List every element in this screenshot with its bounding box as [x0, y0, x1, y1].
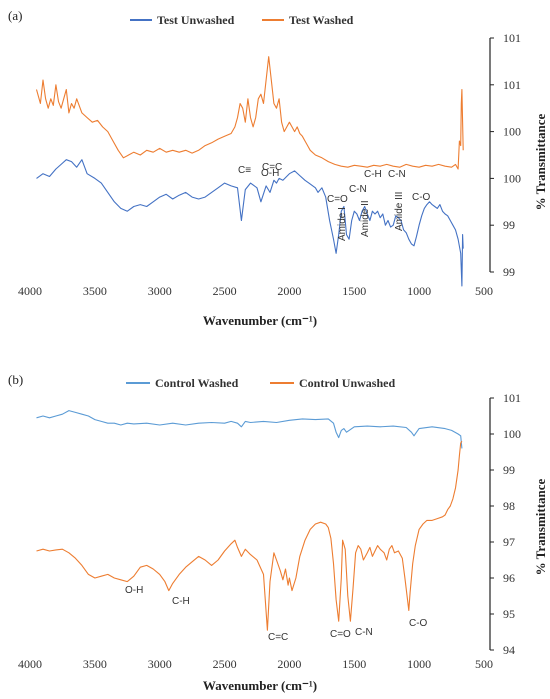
panel-b-y-axis-title: % Transmittance — [533, 478, 548, 575]
panel-a-legend: Test Unwashed Test Washed — [130, 13, 354, 27]
annotation-amide-i: Amide I — [337, 207, 348, 241]
x-tick-label: 1500 — [342, 657, 366, 671]
annotation-o-h: O-H — [261, 168, 279, 179]
y-tick-label: 99 — [503, 463, 515, 477]
legend-label-test-washed: Test Washed — [289, 13, 354, 27]
annotation-b-c-double-c: C=C — [268, 632, 288, 643]
y-tick-label: 101 — [503, 391, 521, 405]
annotation-b-c-n: C-N — [355, 627, 373, 638]
panel-a-annotations: O-H C≡ C=C C=O C-N C-H C-N C-O Amide I A… — [238, 162, 431, 241]
x-tick-label: 2000 — [277, 657, 301, 671]
annotation-c-h: C-H — [364, 169, 382, 180]
x-tick-label: 1000 — [407, 284, 431, 298]
panel-a-ticks: 4000 3500 3000 2500 2000 1500 1000 500 101 101 100… — [18, 31, 521, 298]
y-tick-label: 101 — [503, 31, 521, 45]
panel-a-y-axis-title: % Transmittance — [533, 113, 548, 210]
annotation-c-n-2: C-N — [388, 169, 406, 180]
x-tick-label: 3000 — [148, 657, 172, 671]
x-tick-label: 3000 — [148, 284, 172, 298]
annotation-c-double-c: C=C — [262, 162, 282, 173]
series-line-test-unwashed — [36, 159, 464, 287]
annotation-c-o: C-O — [412, 192, 431, 203]
x-tick-label: 2000 — [277, 284, 301, 298]
panel-a-series — [35, 56, 464, 287]
x-tick-label: 3500 — [83, 284, 107, 298]
x-tick-label: 500 — [475, 284, 493, 298]
panel-b: (b) Control Washed Control Unwashed 4000… — [8, 372, 548, 693]
panel-b-ticks: 4000 3500 3000 2500 2000 1500 1000 500 94 95 96 97 9… — [18, 391, 521, 671]
y-tick-label: 100 — [503, 171, 521, 185]
x-tick-label: 500 — [475, 657, 493, 671]
y-tick-label: 100 — [503, 125, 521, 139]
series-line-control-unwashed — [36, 440, 463, 631]
annotation-c-triple: C≡ — [238, 165, 251, 176]
legend-label-test-unwashed: Test Unwashed — [157, 13, 235, 27]
annotation-c-double-o: C=O — [327, 194, 348, 205]
y-tick-label: 98 — [503, 499, 515, 513]
y-tick-label: 94 — [503, 643, 515, 657]
x-tick-label: 2500 — [213, 284, 237, 298]
panel-b-legend: Control Washed Control Unwashed — [126, 376, 395, 390]
x-tick-label: 4000 — [18, 284, 42, 298]
panel-a-x-axis-title: Wavenumber (cm⁻¹) — [203, 313, 317, 328]
x-tick-label: 4000 — [18, 657, 42, 671]
panel-b-series — [36, 410, 463, 631]
x-tick-label: 3500 — [83, 657, 107, 671]
x-tick-label: 2500 — [213, 657, 237, 671]
annotation-amide-ii: Amide II — [360, 200, 371, 237]
panel-b-annotations: O-H C-H C=C C=O C-N C-O — [125, 585, 428, 643]
y-tick-label: 95 — [503, 607, 515, 621]
legend-label-control-unwashed: Control Unwashed — [299, 376, 395, 390]
panel-a-label: (a) — [8, 8, 22, 23]
annotation-b-c-double-o: C=O — [330, 629, 351, 640]
panel-a: (a) Test Unwashed Test Washed 4000 3500 30… — [8, 8, 548, 328]
y-tick-label: 99 — [503, 265, 515, 279]
y-tick-label: 96 — [503, 571, 515, 585]
x-tick-label: 1500 — [342, 284, 366, 298]
x-tick-label: 1000 — [407, 657, 431, 671]
annotation-b-c-o: C-O — [409, 618, 428, 629]
annotation-b-o-h: O-H — [125, 585, 143, 596]
annotation-c-n-1: C-N — [349, 184, 367, 195]
series-line-test-washed — [35, 56, 464, 170]
panel-b-x-axis-title: Wavenumber (cm⁻¹) — [203, 678, 317, 693]
y-tick-label: 99 — [503, 218, 515, 232]
y-tick-label: 97 — [503, 535, 515, 549]
y-tick-label: 101 — [503, 78, 521, 92]
annotation-b-c-h: C-H — [172, 596, 190, 607]
annotation-amide-iii: Amide III — [394, 192, 405, 231]
series-line-control-washed — [36, 410, 463, 449]
y-tick-label: 100 — [503, 427, 521, 441]
panel-b-label: (b) — [8, 372, 23, 387]
legend-label-control-washed: Control Washed — [155, 376, 239, 390]
